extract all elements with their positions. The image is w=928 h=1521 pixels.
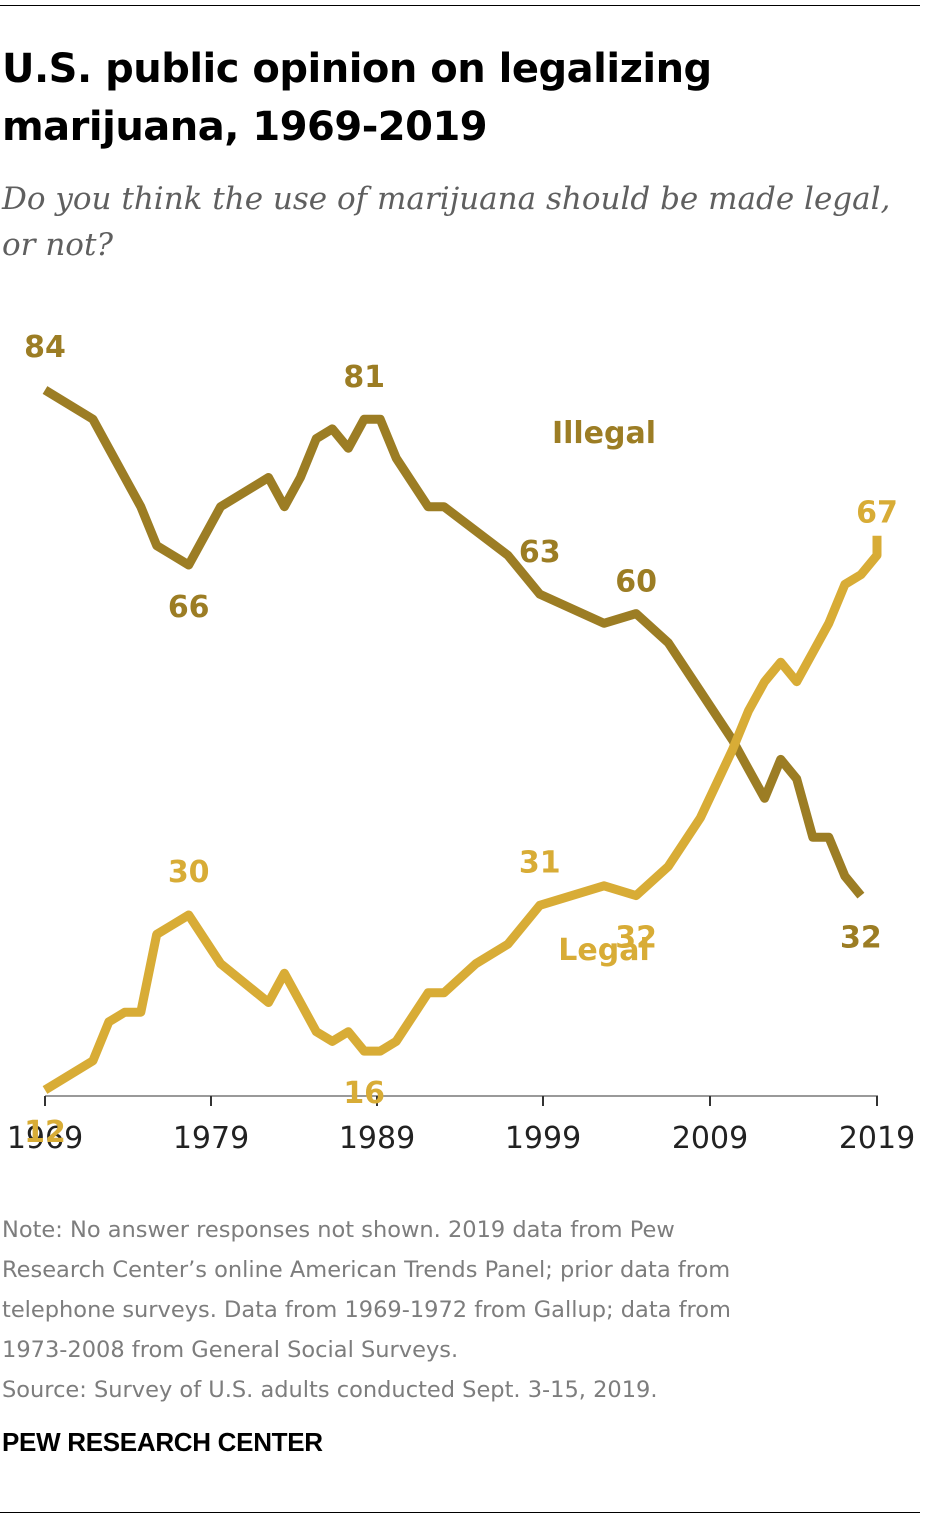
data-label-illegal: 32: [840, 921, 882, 956]
note-line: 1973-2008 from General Social Surveys.: [2, 1330, 917, 1370]
series-label-legal: Legal: [558, 933, 649, 968]
data-label-legal: 30: [168, 855, 210, 890]
data-label-legal: 16: [343, 1076, 385, 1111]
source-line: Source: Survey of U.S. adults conducted …: [2, 1370, 917, 1410]
data-label-legal: 67: [856, 495, 898, 530]
x-tick-label: 1999: [505, 1121, 581, 1156]
x-axis: 1969 1979 1989 1999 2009 2019: [7, 1096, 915, 1156]
data-label-illegal: 63: [519, 535, 561, 570]
data-label-illegal: 84: [24, 330, 66, 365]
note-line: telephone surveys. Data from 1969-1972 f…: [2, 1290, 917, 1330]
chart-title: U.S. public opinion on legalizing mariju…: [2, 40, 902, 156]
x-tick-label: 2019: [839, 1121, 915, 1156]
data-label-illegal: 66: [168, 590, 210, 625]
series-line-illegal: [45, 390, 861, 896]
data-label-legal: 12: [24, 1115, 66, 1150]
data-label-illegal: 81: [343, 360, 385, 395]
x-tick-label: 1989: [339, 1121, 415, 1156]
line-chart: 1969 1979 1989 1999 2009 2019 846681636032Ill…: [0, 300, 928, 1170]
note-line: Note: No answer responses not shown. 201…: [2, 1210, 917, 1250]
data-label-illegal: 60: [615, 564, 657, 599]
brand-logo-text: PEW RESEARCH CENTER: [2, 1427, 323, 1458]
bottom-rule: [0, 1512, 920, 1513]
data-label-legal: 31: [519, 845, 561, 880]
chart-subtitle: Do you think the use of marijuana should…: [2, 176, 917, 268]
x-tick-label: 2009: [672, 1121, 748, 1156]
top-rule: [0, 5, 920, 6]
x-tick-label: 1979: [173, 1121, 249, 1156]
series-label-illegal: Illegal: [552, 416, 656, 451]
chart-note: Note: No answer responses not shown. 201…: [2, 1210, 917, 1410]
series-lines: [45, 390, 877, 1090]
note-line: Research Center’s online American Trends…: [2, 1250, 917, 1290]
